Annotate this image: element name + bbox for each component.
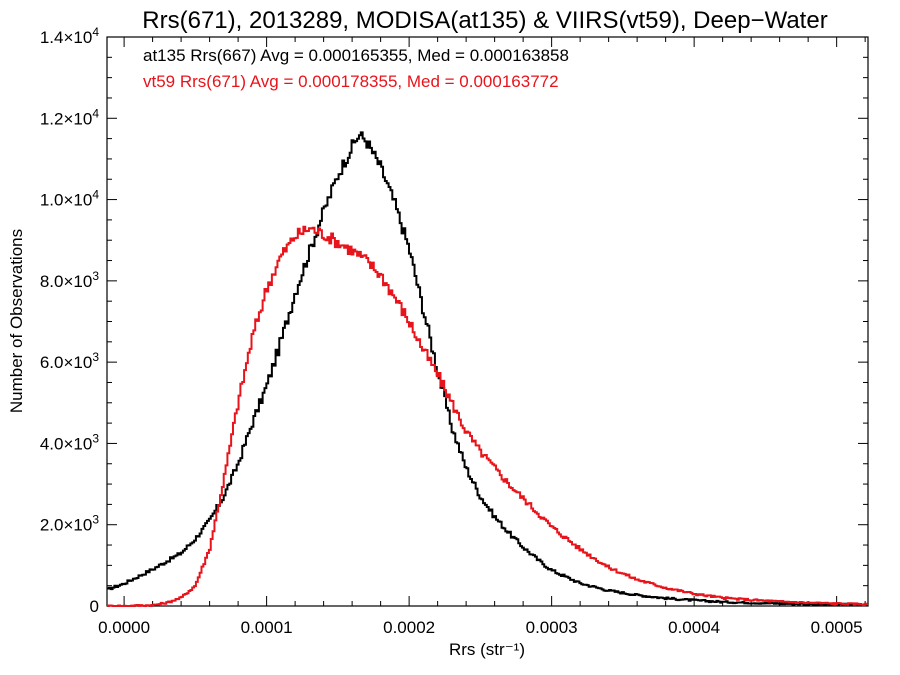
chart-title: Rrs(671), 2013289, MODISA(at135) & VIIRS… — [142, 7, 827, 34]
plot-frame — [106, 36, 869, 607]
y-tick-label: 1.0×104 — [40, 188, 99, 210]
y-tick-label: 1.4×104 — [40, 25, 99, 47]
y-tick-label: 6.0×103 — [40, 350, 99, 372]
y-tick-mantissa: 8.0×10 — [40, 272, 92, 291]
x-tick-label: 0.0000 — [98, 618, 150, 637]
plot-area — [106, 36, 869, 607]
y-tick-label: 0 — [90, 597, 99, 616]
y-tick-exponent: 4 — [92, 25, 99, 39]
x-tick-label: 0.0005 — [811, 618, 863, 637]
y-axis-label: Number of Observations — [7, 229, 26, 413]
series-line-at135 — [107, 131, 868, 607]
y-tick-label: 1.2×104 — [40, 106, 99, 128]
y-tick-exponent: 4 — [92, 106, 99, 120]
y-tick-mantissa: 2.0×10 — [40, 516, 92, 535]
x-tick-label: 0.0003 — [526, 618, 578, 637]
y-tick-exponent: 3 — [92, 350, 99, 364]
y-tick-label: 2.0×103 — [40, 513, 99, 535]
x-tick-label: 0.0002 — [383, 618, 435, 637]
x-axis: 0.0000 0.0001 0.0002 0.0003 0.0004 0.0005 — [98, 37, 866, 637]
y-tick-mantissa: 1.0×10 — [40, 191, 92, 210]
series-line-vt59 — [107, 225, 868, 607]
series-layer — [107, 131, 868, 607]
y-tick-exponent: 3 — [92, 431, 99, 445]
y-tick-exponent: 3 — [92, 269, 99, 283]
x-tick-label: 0.0001 — [241, 618, 293, 637]
y-axis: 02.0×1034.0×1036.0×1038.0×1031.0×1041.2×… — [40, 25, 868, 616]
x-tick-label: 0.0004 — [668, 618, 720, 637]
y-tick-mantissa: 0 — [90, 597, 99, 616]
y-tick-mantissa: 6.0×10 — [40, 353, 92, 372]
annotation-at135: at135 Rrs(667) Avg = 0.000165355, Med = … — [143, 46, 569, 65]
y-tick-mantissa: 1.2×10 — [40, 109, 92, 128]
y-tick-exponent: 3 — [92, 513, 99, 527]
y-tick-label: 4.0×103 — [40, 431, 99, 453]
y-tick-mantissa: 4.0×10 — [40, 434, 92, 453]
x-axis-label: Rrs (str⁻¹) — [449, 640, 525, 659]
y-tick-label: 8.0×103 — [40, 269, 99, 291]
y-tick-mantissa: 1.4×10 — [40, 28, 92, 47]
annotation-vt59: vt59 Rrs(671) Avg = 0.000178355, Med = 0… — [143, 72, 559, 91]
annotation-layer: at135 Rrs(667) Avg = 0.000165355, Med = … — [143, 46, 569, 91]
y-tick-exponent: 4 — [92, 188, 99, 202]
